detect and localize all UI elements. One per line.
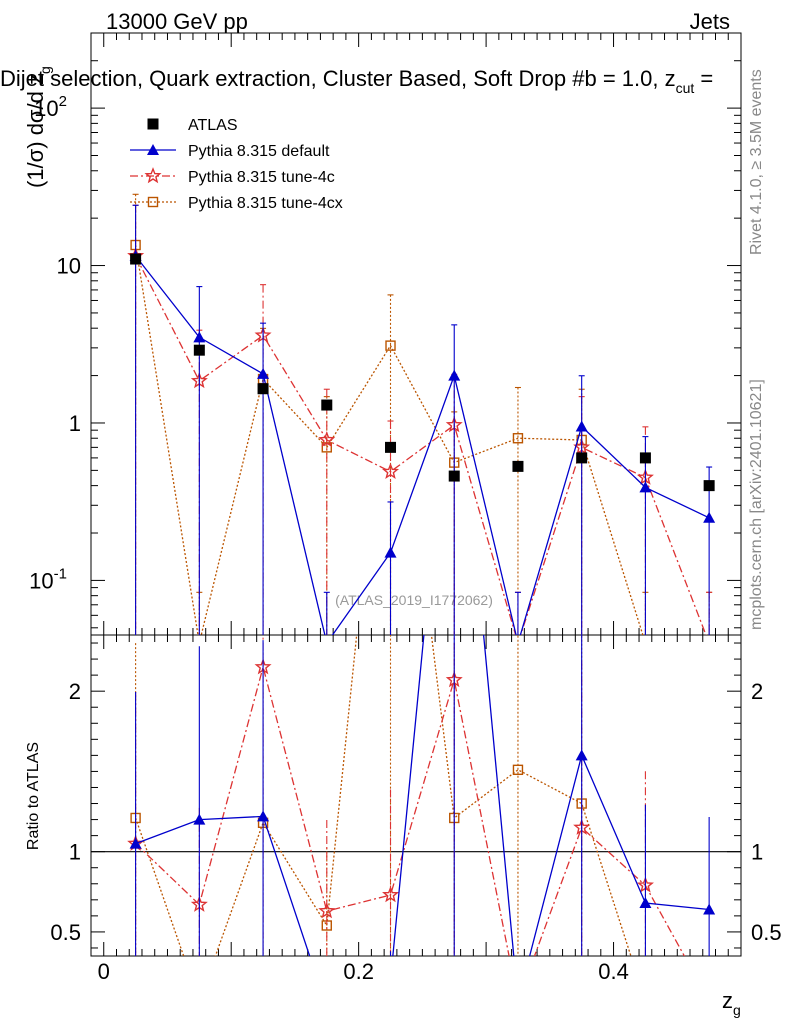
main-y-tick-label: 10-1 bbox=[29, 565, 67, 593]
main-point-atlas bbox=[321, 399, 333, 411]
legend-entry-atlas: ATLAS bbox=[147, 117, 238, 134]
main-line-tune4cx bbox=[134, 244, 644, 635]
main-y-tick-exp: 2 bbox=[59, 93, 67, 110]
main-line-default bbox=[135, 255, 710, 635]
ratio-point-default bbox=[129, 837, 142, 849]
main-series-atlas bbox=[130, 253, 715, 492]
ratio-point-default bbox=[575, 749, 588, 761]
main-point-atlas bbox=[639, 452, 651, 464]
ratio-point-default bbox=[639, 897, 652, 909]
main-point-default bbox=[193, 331, 206, 343]
ratio-line-tune4c bbox=[135, 664, 686, 956]
ratio-series-tune4cx bbox=[130, 635, 632, 956]
x-axis-label: zg bbox=[722, 988, 741, 1018]
x-tick-label: 0.4 bbox=[598, 959, 629, 984]
main-y-axis-label-sub: g bbox=[37, 66, 53, 74]
main-point-default bbox=[448, 369, 461, 381]
legend: ATLAS Pythia 8.315 default Pythia 8.315 tu… bbox=[130, 117, 343, 212]
ratio-series bbox=[127, 635, 716, 956]
legend-marker-default bbox=[147, 144, 159, 155]
plot-title-tail: = bbox=[694, 66, 713, 91]
ratio-y-tick-label: 1 bbox=[69, 840, 81, 865]
x-axis-label-text: z bbox=[722, 988, 733, 1013]
main-point-atlas bbox=[257, 383, 269, 395]
main-point-tune4c bbox=[382, 462, 400, 480]
x-tick-label: 0 bbox=[98, 959, 110, 984]
main-y-axis-label: (1/σ) dσ/d zg bbox=[23, 66, 53, 188]
main-point-tune4c bbox=[318, 431, 336, 448]
main-point-atlas bbox=[703, 480, 715, 492]
legend-marker-atlas bbox=[147, 118, 159, 130]
legend-entry-default: Pythia 8.315 default bbox=[130, 143, 330, 160]
legend-label-default: Pythia 8.315 default bbox=[188, 143, 330, 160]
plot-title-sub: cut bbox=[676, 80, 695, 96]
main-y-tick-base: 10 bbox=[34, 96, 58, 121]
ratio-line-tune4cx bbox=[134, 635, 632, 956]
mcplots-info: mcplots.cern.ch [arXiv:2401.10621] bbox=[748, 379, 765, 630]
rivet-info: Rivet 4.1.0, ≥ 3.5M events bbox=[748, 69, 765, 255]
ratio-series-default bbox=[129, 635, 716, 956]
ratio-y-tick-label-right: 1 bbox=[751, 840, 763, 865]
main-point-atlas bbox=[130, 253, 142, 265]
category-label: Jets bbox=[690, 9, 730, 34]
main-y-tick-label: 10 bbox=[57, 254, 81, 279]
main-y-axis-label-text: (1/σ) dσ/d z bbox=[23, 74, 48, 188]
ratio-point-tune4cx bbox=[512, 764, 524, 776]
legend-marker-tune4cx bbox=[147, 196, 159, 208]
main-series-tune4cx bbox=[130, 193, 713, 635]
main-line-tune4c bbox=[135, 255, 707, 635]
main-point-default bbox=[575, 420, 588, 432]
main-y-tick-label: 102 bbox=[34, 93, 67, 121]
main-point-default bbox=[703, 511, 716, 523]
ratio-y-axis-label: Ratio to ATLAS bbox=[25, 742, 42, 850]
main-point-atlas bbox=[385, 441, 397, 453]
main-point-tune4cx bbox=[385, 340, 396, 351]
x-tick-label: 0.2 bbox=[343, 959, 374, 984]
x-axis-label-sub: g bbox=[733, 1002, 741, 1018]
ratio-y-tick-label-right: 2 bbox=[751, 679, 763, 704]
ratio-plot-frame bbox=[90, 634, 742, 957]
main-y-tick-exp: -1 bbox=[54, 565, 67, 582]
main-point-atlas bbox=[512, 460, 524, 472]
main-point-default bbox=[384, 546, 397, 558]
plot-title-main: Dijet selection, Quark extraction, Clust… bbox=[0, 66, 676, 91]
plot-title: Dijet selection, Quark extraction, Clust… bbox=[0, 66, 713, 96]
main-point-atlas bbox=[576, 452, 588, 464]
ratio-point-tune4c bbox=[318, 902, 336, 919]
ratio-point-tune4c bbox=[382, 886, 400, 903]
main-series bbox=[127, 193, 716, 635]
ratio-line-default bbox=[135, 635, 710, 956]
legend-label-tune4cx: Pythia 8.315 tune-4cx bbox=[188, 195, 343, 212]
legend-label-atlas: ATLAS bbox=[188, 117, 238, 134]
energy-label: 13000 GeV pp bbox=[106, 9, 248, 34]
ratio-point-default bbox=[193, 813, 206, 825]
main-series-default bbox=[129, 204, 716, 635]
legend-label-tune4c: Pythia 8.315 tune-4c bbox=[188, 169, 335, 186]
main-point-atlas bbox=[193, 344, 205, 356]
ratio-point-default bbox=[257, 810, 270, 822]
main-point-default bbox=[639, 481, 652, 493]
ratio-y-tick-label: 0.5 bbox=[50, 920, 81, 945]
ratio-point-default bbox=[703, 903, 716, 915]
legend-entry-tune4cx: Pythia 8.315 tune-4cx bbox=[130, 195, 343, 212]
legend-marker-tune4c bbox=[144, 167, 162, 184]
ratio-y-tick-label: 2 bbox=[69, 679, 81, 704]
main-y-tick-label: 1 bbox=[69, 411, 81, 436]
main-point-tune4cx bbox=[512, 433, 524, 444]
main-point-atlas bbox=[448, 470, 460, 482]
analysis-watermark: (ATLAS_2019_I1772062) bbox=[335, 592, 493, 608]
main-point-default bbox=[257, 367, 270, 379]
legend-entry-tune4c: Pythia 8.315 tune-4c bbox=[130, 167, 335, 186]
main-y-tick-base: 10 bbox=[29, 568, 53, 593]
ratio-axes: 0 0.2 0.4 0.5 0.5 1 1 2 2 bbox=[50, 635, 782, 984]
ratio-y-tick-label-right: 0.5 bbox=[751, 920, 782, 945]
